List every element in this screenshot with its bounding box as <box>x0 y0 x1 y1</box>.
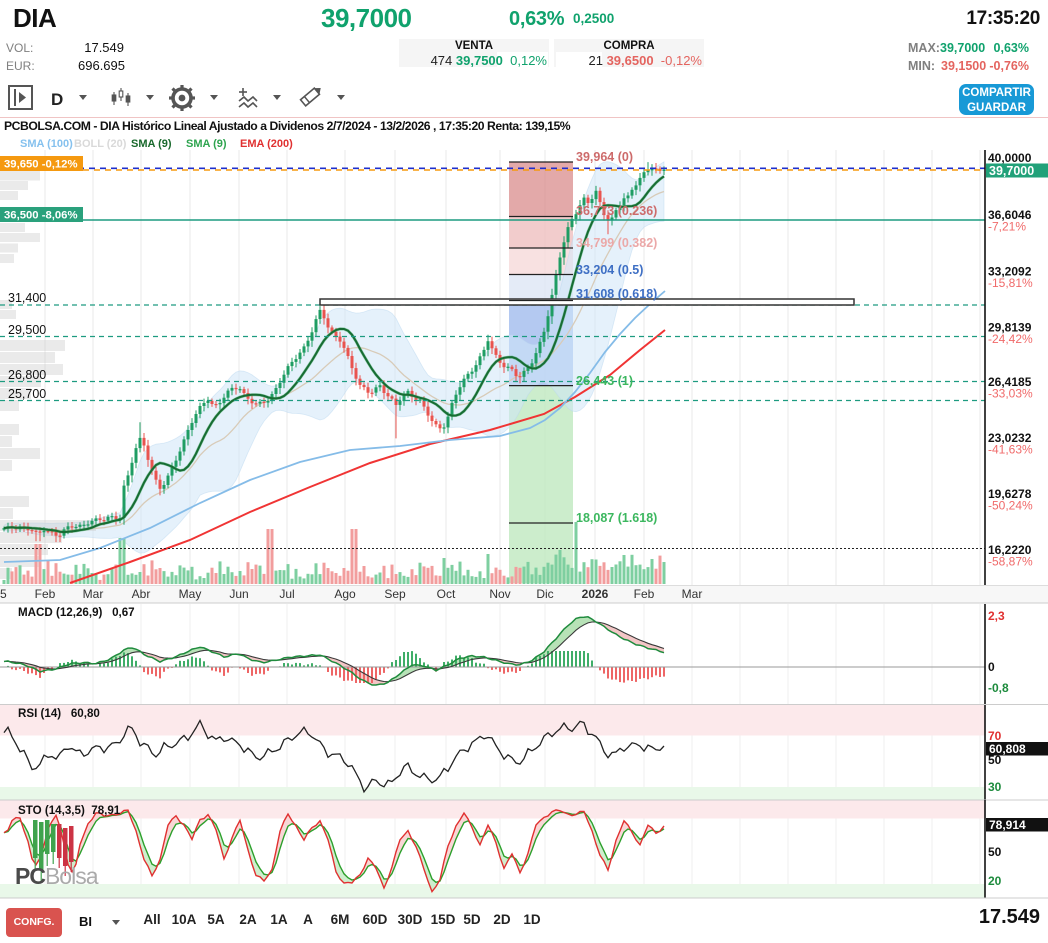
svg-text:-7,21%: -7,21% <box>988 220 1026 234</box>
svg-text:39,964 (0): 39,964 (0) <box>576 150 633 164</box>
svg-text:RSI (14) 60,80: RSI (14) 60,80 <box>18 707 100 720</box>
svg-text:2,3: 2,3 <box>988 609 1005 623</box>
svg-text:PCBolsa: PCBolsa <box>15 863 99 889</box>
svg-text:26,4185: 26,4185 <box>988 375 1032 389</box>
svg-text:Oct: Oct <box>437 587 456 601</box>
svg-text:-24,42%: -24,42% <box>988 332 1033 346</box>
svg-text:Feb: Feb <box>634 587 655 601</box>
svg-text:19,6278: 19,6278 <box>988 487 1032 501</box>
svg-text:50: 50 <box>988 845 1002 859</box>
svg-text:-33,03%: -33,03% <box>988 387 1033 401</box>
svg-text:16,2220: 16,2220 <box>988 543 1032 557</box>
svg-text:Abr: Abr <box>132 587 151 601</box>
svg-text:Ago: Ago <box>334 587 356 601</box>
svg-text:30: 30 <box>988 780 1002 794</box>
svg-text:-0,8: -0,8 <box>988 681 1009 695</box>
svg-text:-58,87%: -58,87% <box>988 555 1033 569</box>
svg-text:36,6046: 36,6046 <box>988 208 1032 222</box>
svg-text:May: May <box>179 587 202 601</box>
svg-text:36,773 (0.236): 36,773 (0.236) <box>576 204 657 218</box>
svg-text:34,799 (0.382): 34,799 (0.382) <box>576 236 657 250</box>
svg-text:Mar: Mar <box>83 587 104 601</box>
svg-text:Jul: Jul <box>279 587 294 601</box>
svg-text:70: 70 <box>988 729 1002 743</box>
svg-text:-15,81%: -15,81% <box>988 276 1033 290</box>
svg-text:39,7000: 39,7000 <box>989 164 1034 178</box>
svg-text:20: 20 <box>988 874 1002 888</box>
svg-text:Sep: Sep <box>384 587 406 601</box>
svg-text:78,914: 78,914 <box>989 818 1026 832</box>
svg-text:Jun: Jun <box>229 587 248 601</box>
svg-text:Feb: Feb <box>35 587 56 601</box>
svg-text:60,808: 60,808 <box>989 742 1026 756</box>
svg-text:0: 0 <box>988 660 995 674</box>
svg-text:29,500: 29,500 <box>8 323 46 337</box>
svg-text:-50,24%: -50,24% <box>988 499 1033 513</box>
svg-text:5: 5 <box>0 587 7 601</box>
svg-text:2026: 2026 <box>582 587 609 601</box>
svg-text:26,443 (1): 26,443 (1) <box>576 374 633 388</box>
svg-text:Dic: Dic <box>536 587 553 601</box>
svg-text:36,500 -8,06%: 36,500 -8,06% <box>4 210 78 222</box>
svg-text:23,0232: 23,0232 <box>988 431 1032 445</box>
svg-text:-41,63%: -41,63% <box>988 443 1033 457</box>
svg-text:18,087 (1.618): 18,087 (1.618) <box>576 511 657 525</box>
svg-text:40,0000: 40,0000 <box>988 151 1032 165</box>
svg-text:31,608 (0.618): 31,608 (0.618) <box>576 287 657 301</box>
svg-text:31,400: 31,400 <box>8 291 46 305</box>
svg-text:Mar: Mar <box>682 587 703 601</box>
svg-text:26,800: 26,800 <box>8 368 46 382</box>
svg-text:D: D <box>51 90 63 109</box>
svg-text:STO (14,3,5) 78,91: STO (14,3,5) 78,91 <box>18 804 121 817</box>
svg-text:MACD (12,26,9) 0,67: MACD (12,26,9) 0,67 <box>18 606 135 619</box>
svg-text:50: 50 <box>988 753 1002 767</box>
svg-text:29,8139: 29,8139 <box>988 321 1032 335</box>
svg-text:Nov: Nov <box>489 587 510 601</box>
svg-text:33,204 (0.5): 33,204 (0.5) <box>576 263 643 277</box>
svg-text:25,700: 25,700 <box>8 387 46 401</box>
svg-text:33,2092: 33,2092 <box>988 265 1032 279</box>
svg-text:39,650 -0,12%: 39,650 -0,12% <box>4 159 78 171</box>
